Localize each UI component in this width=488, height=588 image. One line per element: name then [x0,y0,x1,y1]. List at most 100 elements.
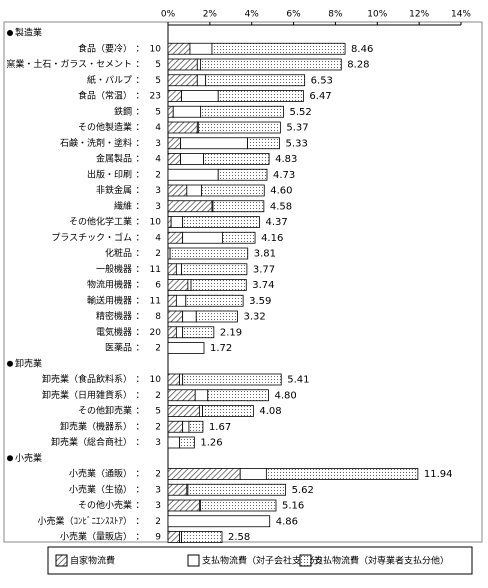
bar-segment [167,373,180,386]
separator: ： [135,60,144,70]
category-label: 小売業（量販店） [60,531,132,543]
total-label: 3.81 [254,249,276,260]
count: 3 [155,186,161,196]
category-label: 卸売業（機器系） [60,420,132,432]
category-label: プラスチック・ゴム [51,231,132,243]
count: 10 [150,44,162,54]
bar-segment [167,326,177,339]
bar-segment [167,74,198,87]
bar-segment [187,483,287,496]
bar-segment [185,294,244,307]
count: 3 [155,485,161,495]
category-label: 非鉄金属 [96,184,132,196]
count: 23 [150,92,161,102]
separator: ： [135,233,144,243]
x-tick-label: 8% [328,10,343,20]
total-label: 5.33 [286,138,308,149]
category-label: 物流用機器 [87,279,132,291]
frame [3,21,483,543]
category-label: 卸売業（総合商社） [51,436,132,448]
total-label: 5.62 [292,485,314,496]
count: 8 [155,312,161,322]
bar-segment [175,326,184,339]
total-label: 4.73 [273,170,295,181]
bar-segment [167,468,241,480]
separator: ： [135,312,144,322]
bar-segment [202,405,254,417]
bar-segment [186,184,202,197]
bar-segment [182,373,282,386]
separator: ： [135,123,144,133]
separator: ： [135,249,144,259]
count: 5 [155,60,161,70]
separator: ： [135,218,144,228]
category-label: その他製造業 [78,121,132,133]
count: 4 [155,155,161,165]
bar-segment [167,90,183,102]
bar-segment [167,200,213,213]
category-label: 一般機器 [96,263,132,275]
bar-segment [175,294,187,307]
category-label: 鉄鋼 [114,105,132,117]
total-label: 5.41 [287,375,309,386]
bar-segment [167,405,200,417]
bar-segment [182,310,197,323]
category-label: 卸売業（日用雑貨系） [42,389,132,401]
category-label: 石鹸・洗剤・塗料 [60,137,132,149]
x-tick-label: 0% [161,10,176,20]
count: 10 [150,375,162,385]
legend-box [47,546,473,575]
count: 3 [155,501,161,511]
total-label: 11.94 [424,469,453,480]
separator: ： [135,391,144,401]
group-label: 製造業 [15,27,42,39]
bar-segment [167,515,271,528]
count: 20 [150,328,162,338]
separator: ： [135,296,144,306]
bar-segment [167,231,184,244]
category-label: 医薬品 [105,342,132,354]
category-label: 食品（常温） [78,90,132,102]
x-tick-label: 2% [203,10,218,20]
bar-segment [180,153,204,165]
total-label: 5.16 [282,501,304,512]
separator: ： [135,170,144,180]
bar-segment [181,531,223,543]
separator: ： [135,501,144,511]
category-label: 窯業・土石・ガラス・セメント [6,58,132,70]
bar-segment [265,468,419,480]
legend-swatch [299,554,312,567]
legend-label: 支払物流費（対専業者支払分他） [314,555,449,567]
bar-segment [197,121,281,134]
separator: ： [135,155,144,165]
separator: ： [135,485,144,495]
bar-segment [239,468,267,480]
bar-segment [203,153,270,165]
category-label: 小売業（生協） [69,483,132,495]
category-label: 小売業（ｺﾝﾋﾞﾆｴﾝｽｽﾄｱ） [37,515,132,527]
count: 10 [150,218,162,228]
total-label: 2.58 [228,532,250,543]
bar-segment [167,137,181,150]
count: 3 [155,139,161,149]
total-label: 1.67 [209,422,231,433]
bar-segment [167,184,188,197]
category-label: 金属製品 [96,153,132,165]
bar-segment [247,137,280,150]
separator: ： [135,328,144,338]
bar-segment [196,74,207,87]
category-label: その他卸売業 [78,405,132,417]
separator: ： [135,438,144,448]
total-label: 6.47 [309,91,331,102]
bar-segment [205,74,306,87]
bar-segment [196,58,201,71]
count: 2 [155,170,161,180]
bar-segment [167,342,205,354]
category-label: その他小売業 [78,499,132,511]
bar-segment [170,216,184,228]
bar-segment [167,105,174,118]
total-label: 3.59 [249,296,271,307]
bar-segment [179,373,184,386]
category-label: 出版・印刷 [87,168,132,180]
count: 2 [155,344,161,354]
